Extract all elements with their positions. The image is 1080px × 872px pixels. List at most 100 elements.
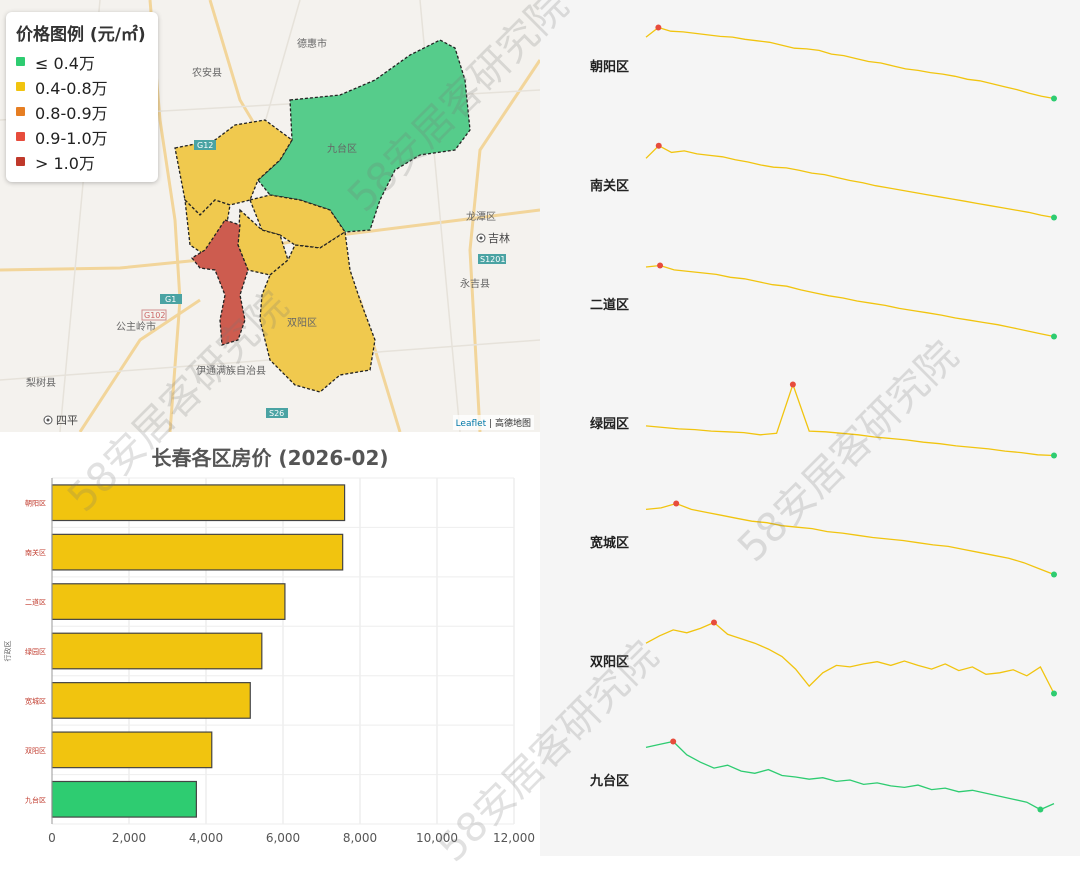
category-label: 九台区 bbox=[25, 795, 46, 804]
price-map[interactable]: 德惠市 农安县 九台区 龙潭区 吉林 永吉县 公主岭市 双阳区 伊通满族自治县 … bbox=[0, 0, 540, 432]
bar[interactable] bbox=[51, 533, 344, 571]
sparkline-chart bbox=[645, 262, 1057, 340]
sparkline-label: 二道区 bbox=[590, 298, 630, 313]
legend-swatch bbox=[16, 82, 25, 91]
bar[interactable] bbox=[51, 583, 286, 620]
road-shield: S1201 bbox=[480, 255, 505, 264]
x-tick-label: 10,000 bbox=[416, 831, 458, 845]
sparkline-row: 南关区 bbox=[540, 123, 1080, 241]
x-tick-label: 0 bbox=[48, 831, 56, 845]
bar[interactable] bbox=[51, 731, 213, 769]
legend-item: 0.8-0.9万 bbox=[16, 99, 148, 124]
sparkline-row: 二道区 bbox=[540, 242, 1080, 360]
price-legend: 价格图例 (元/㎡) ≤ 0.4万 0.4-0.8万 0.8-0.9万 0.9-… bbox=[6, 12, 158, 182]
place-label: 伊通满族自治县 bbox=[196, 364, 266, 377]
place-label: 农安县 bbox=[192, 66, 222, 79]
x-tick-label: 6,000 bbox=[266, 831, 300, 845]
sparkline-low-marker bbox=[1051, 452, 1057, 459]
place-label: 梨树县 bbox=[26, 376, 56, 389]
legend-swatch bbox=[16, 132, 25, 141]
legend-item: ≤ 0.4万 bbox=[16, 49, 148, 74]
place-label: 龙潭区 bbox=[466, 210, 496, 223]
category-label: 双阳区 bbox=[25, 746, 46, 755]
sparkline-chart bbox=[645, 24, 1057, 102]
legend-title: 价格图例 (元/㎡) bbox=[16, 25, 146, 45]
chart-title: 长春各区房价 (2026-02) bbox=[151, 446, 389, 470]
sparkline-label: 九台区 bbox=[590, 774, 630, 789]
sparkline-path bbox=[645, 264, 1055, 338]
sparkline-row: 宽城区 bbox=[540, 480, 1080, 598]
sparkline-peak-marker bbox=[673, 500, 680, 507]
sparkline-chart bbox=[645, 738, 1055, 813]
legend-label: ≤ 0.4万 bbox=[35, 53, 95, 73]
legend-label: > 1.0万 bbox=[35, 153, 95, 173]
place-label: 四平 bbox=[56, 414, 78, 427]
trend-sparklines: 朝阳区南关区二道区绿园区宽城区双阳区九台区 bbox=[540, 0, 1080, 856]
category-label: 南关区 bbox=[25, 548, 46, 557]
sparkline-peak-marker bbox=[789, 381, 796, 388]
place-label: 九台区 bbox=[327, 142, 357, 155]
bar[interactable] bbox=[51, 780, 197, 818]
road-shield: G102 bbox=[144, 311, 165, 320]
sparkline-path bbox=[645, 502, 1055, 576]
x-tick-label: 12,000 bbox=[493, 831, 535, 845]
city-marker-jilin bbox=[476, 233, 486, 243]
sparkline-peak-marker bbox=[670, 738, 677, 745]
sparkline-peak-marker bbox=[655, 24, 662, 31]
sparkline-chart bbox=[645, 381, 1057, 459]
place-label: 双阳区 bbox=[287, 317, 317, 329]
sparkline-row: 朝阳区 bbox=[540, 4, 1080, 122]
legend-swatch bbox=[16, 157, 25, 166]
sparkline-row: 九台区 bbox=[540, 718, 1080, 836]
category-label: 宽城区 bbox=[25, 696, 46, 705]
legend-item: > 1.0万 bbox=[16, 149, 148, 174]
place-label: 德惠市 bbox=[297, 37, 327, 50]
sparkline-chart bbox=[645, 619, 1057, 697]
sparkline-label: 宽城区 bbox=[590, 536, 630, 551]
road-shield: G1 bbox=[165, 295, 176, 304]
legend-swatch bbox=[16, 57, 25, 66]
legend-swatch bbox=[16, 107, 25, 116]
bar-chart-panel: 朝阳区南关区二道区绿园区宽城区双阳区九台区 0 2,000 4,000 6,000 8,0… bbox=[0, 432, 540, 856]
sparkline-low-marker bbox=[1051, 214, 1057, 221]
bar[interactable] bbox=[51, 484, 346, 522]
map-attribution: Leaflet | 高德地图 bbox=[452, 415, 534, 430]
place-label: 吉林 bbox=[488, 231, 510, 245]
sparkline-path bbox=[645, 740, 1055, 811]
region-jiutai[interactable] bbox=[257, 39, 471, 233]
sparkline-row: 双阳区 bbox=[540, 599, 1080, 717]
sparkline-peak-marker bbox=[655, 142, 662, 149]
bar[interactable] bbox=[51, 632, 263, 670]
category-label: 二道区 bbox=[25, 598, 46, 607]
x-tick-label: 2,000 bbox=[112, 831, 146, 845]
leaflet-link[interactable]: Leaflet bbox=[455, 419, 487, 429]
x-tick-label: 4,000 bbox=[189, 831, 223, 845]
sparkline-low-marker bbox=[1037, 806, 1044, 813]
place-label: 永吉县 bbox=[460, 277, 490, 290]
sparkline-low-marker bbox=[1051, 95, 1057, 102]
y-axis-label: 行政区 bbox=[3, 641, 12, 662]
place-label: 公主岭市 bbox=[116, 320, 156, 333]
sparkline-label: 绿园区 bbox=[590, 417, 630, 432]
city-marker-siping bbox=[43, 415, 53, 425]
sparkline-row: 绿园区 bbox=[540, 361, 1080, 479]
region-shuangyang[interactable] bbox=[259, 230, 376, 393]
sparkline-peak-marker bbox=[711, 619, 717, 626]
legend-label: 0.8-0.9万 bbox=[35, 103, 108, 123]
sparkline-label: 朝阳区 bbox=[590, 60, 630, 75]
sparkline-chart bbox=[645, 142, 1057, 221]
legend-item: 0.9-1.0万 bbox=[16, 124, 148, 149]
category-label: 绿园区 bbox=[25, 647, 46, 656]
road-shield: G12 bbox=[197, 141, 213, 150]
sparkline-chart bbox=[645, 500, 1057, 578]
category-label: 朝阳区 bbox=[25, 499, 46, 508]
legend-item: 0.4-0.8万 bbox=[16, 74, 148, 99]
sparkline-path bbox=[645, 26, 1055, 100]
region-chaoyang[interactable] bbox=[191, 219, 249, 346]
legend-label: 0.9-1.0万 bbox=[35, 128, 108, 148]
sparkline-path bbox=[645, 144, 1055, 219]
bar[interactable] bbox=[51, 682, 251, 719]
sparkline-label: 双阳区 bbox=[590, 655, 630, 670]
x-tick-label: 8,000 bbox=[343, 831, 377, 845]
